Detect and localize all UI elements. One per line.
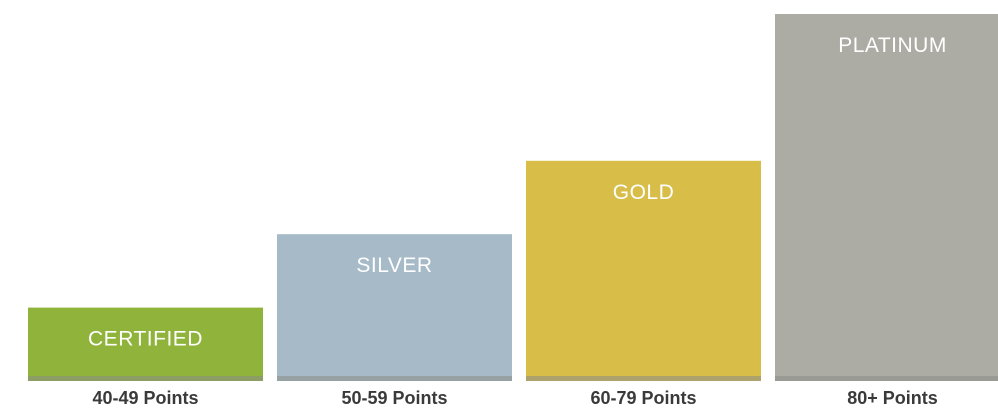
tick-label: 40-49 Points	[92, 388, 198, 408]
bar-silver	[277, 234, 512, 381]
tick-label: 50-59 Points	[341, 388, 447, 408]
bar-gold	[526, 160, 761, 381]
bars-group	[28, 14, 998, 381]
bar-labels-group: CERTIFIED SILVER GOLD PLATINUM	[88, 34, 947, 351]
bar-label-platinum: PLATINUM	[838, 34, 947, 57]
bar-base-band	[775, 376, 998, 381]
tick-label: 60-79 Points	[590, 388, 696, 408]
tick-labels-group: 40-49 Points 50-59 Points 60-79 Points 80+ …	[92, 388, 937, 408]
bar-certified	[28, 307, 263, 381]
bar-platinum	[775, 14, 998, 381]
tick-label: 80+ Points	[847, 388, 938, 408]
bar-label-gold: GOLD	[613, 181, 675, 204]
bar-base-band	[28, 376, 263, 381]
bar-label-silver: SILVER	[356, 254, 432, 277]
bar-label-certified: CERTIFIED	[88, 328, 203, 351]
bar-base-band	[526, 376, 761, 381]
bar-base-band	[277, 376, 512, 381]
